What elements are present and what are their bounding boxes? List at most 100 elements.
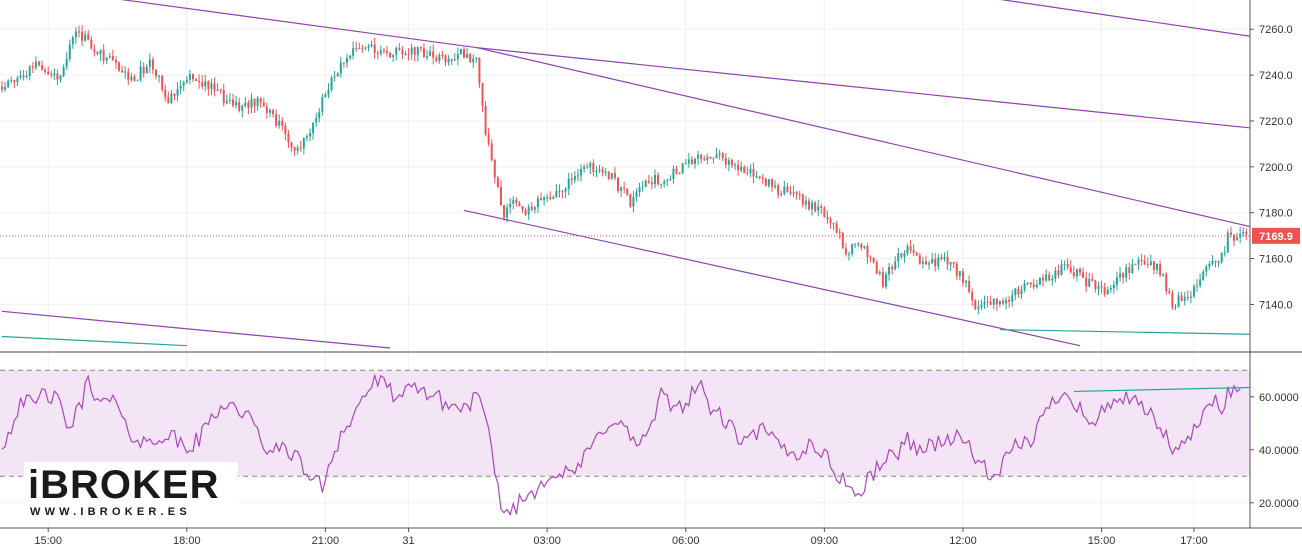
candle-body <box>660 183 663 185</box>
candle-body <box>632 196 635 207</box>
candle-body <box>438 55 441 61</box>
candle-body <box>977 307 980 309</box>
candle-body <box>512 199 515 205</box>
candle-body <box>336 73 339 77</box>
candle-body <box>133 76 136 81</box>
candle-body <box>179 85 182 89</box>
rsi-band <box>0 370 1250 477</box>
candle-body <box>780 193 783 195</box>
candle-body <box>198 80 201 83</box>
candle-body <box>78 31 80 33</box>
candle-body <box>515 199 518 203</box>
candle-body <box>894 261 897 270</box>
trendline <box>1 335 187 347</box>
candle-body <box>992 298 995 305</box>
candle-body <box>804 200 807 205</box>
candle-body <box>823 208 826 218</box>
candle-body <box>888 266 891 275</box>
candle-body <box>576 175 579 177</box>
candle-body <box>1054 270 1057 279</box>
candle-body <box>986 301 989 303</box>
candle-body <box>653 175 656 185</box>
candle-body <box>681 163 684 174</box>
candle-body <box>327 89 330 95</box>
candle-body <box>459 48 462 55</box>
candle-body <box>931 259 934 264</box>
candle-body <box>386 50 388 53</box>
candle-body <box>130 76 133 80</box>
candle-body <box>527 206 530 215</box>
candle-body <box>210 83 213 90</box>
candle-body <box>918 255 921 264</box>
candle-body <box>287 133 290 143</box>
candle-body <box>1174 306 1177 308</box>
candle-body <box>934 259 937 267</box>
candle-body <box>783 186 786 194</box>
price-tick-label: 7160.0 <box>1259 254 1293 266</box>
candle-body <box>484 105 487 135</box>
candle-body <box>737 164 740 171</box>
candle-body <box>1026 282 1029 284</box>
candle-body <box>549 197 552 200</box>
candle-body <box>447 58 450 63</box>
candle-body <box>201 82 204 87</box>
time-tick-label: 06:00 <box>672 535 700 547</box>
candle-body <box>832 223 835 225</box>
candle-body <box>432 51 435 58</box>
candle-body <box>730 160 733 166</box>
candle-body <box>558 190 561 192</box>
candle-body <box>407 54 410 56</box>
candle-body <box>678 172 681 174</box>
candle-body <box>521 206 524 210</box>
candle-body <box>272 110 275 115</box>
candle-body <box>1226 232 1229 253</box>
candle-body <box>718 153 721 155</box>
candle-body <box>475 57 478 59</box>
candle-body <box>1223 252 1226 254</box>
candle-body <box>761 177 764 179</box>
candle-body <box>136 79 139 81</box>
candle-body <box>1 86 3 90</box>
trendline <box>476 46 1250 129</box>
candle-body <box>62 66 65 77</box>
candle-body <box>1017 288 1020 295</box>
time-tick-label: 09:00 <box>811 535 839 547</box>
candle-body <box>721 153 724 158</box>
candle-body <box>1199 279 1202 286</box>
candle-body <box>19 75 22 78</box>
candle-body <box>700 154 703 159</box>
candle-body <box>268 110 271 113</box>
candle-body <box>1233 234 1235 241</box>
candle-body <box>644 180 647 187</box>
candle-body <box>669 178 672 181</box>
candle-body <box>968 280 971 292</box>
candle-body <box>869 257 872 259</box>
candle-body <box>1082 272 1085 278</box>
candle-body <box>34 61 37 68</box>
rsi-trendline <box>1073 386 1250 393</box>
candle-body <box>943 256 946 260</box>
candle-body <box>798 194 801 196</box>
candle-body <box>777 185 780 195</box>
candle-body <box>1211 260 1214 264</box>
candle-body <box>1236 237 1239 241</box>
price-tick-label: 7200.0 <box>1259 162 1293 174</box>
candle-body <box>586 166 589 168</box>
candle-body <box>641 186 644 188</box>
candle-body <box>139 66 142 80</box>
rsi-tick-label: 40.0000 <box>1259 445 1299 457</box>
candle-body <box>373 44 376 53</box>
candle-body <box>1057 270 1060 275</box>
last-price-label: 7169.9 <box>1259 231 1293 243</box>
candle-body <box>265 106 268 113</box>
candle-body <box>1183 297 1186 301</box>
candle-body <box>530 206 533 210</box>
candle-body <box>983 301 986 305</box>
candle-body <box>561 190 564 192</box>
price-tick-label: 7260.0 <box>1259 24 1293 36</box>
candle-body <box>191 73 194 80</box>
candle-body <box>1229 232 1232 235</box>
candle-body <box>672 168 675 179</box>
candle-body <box>207 81 210 90</box>
